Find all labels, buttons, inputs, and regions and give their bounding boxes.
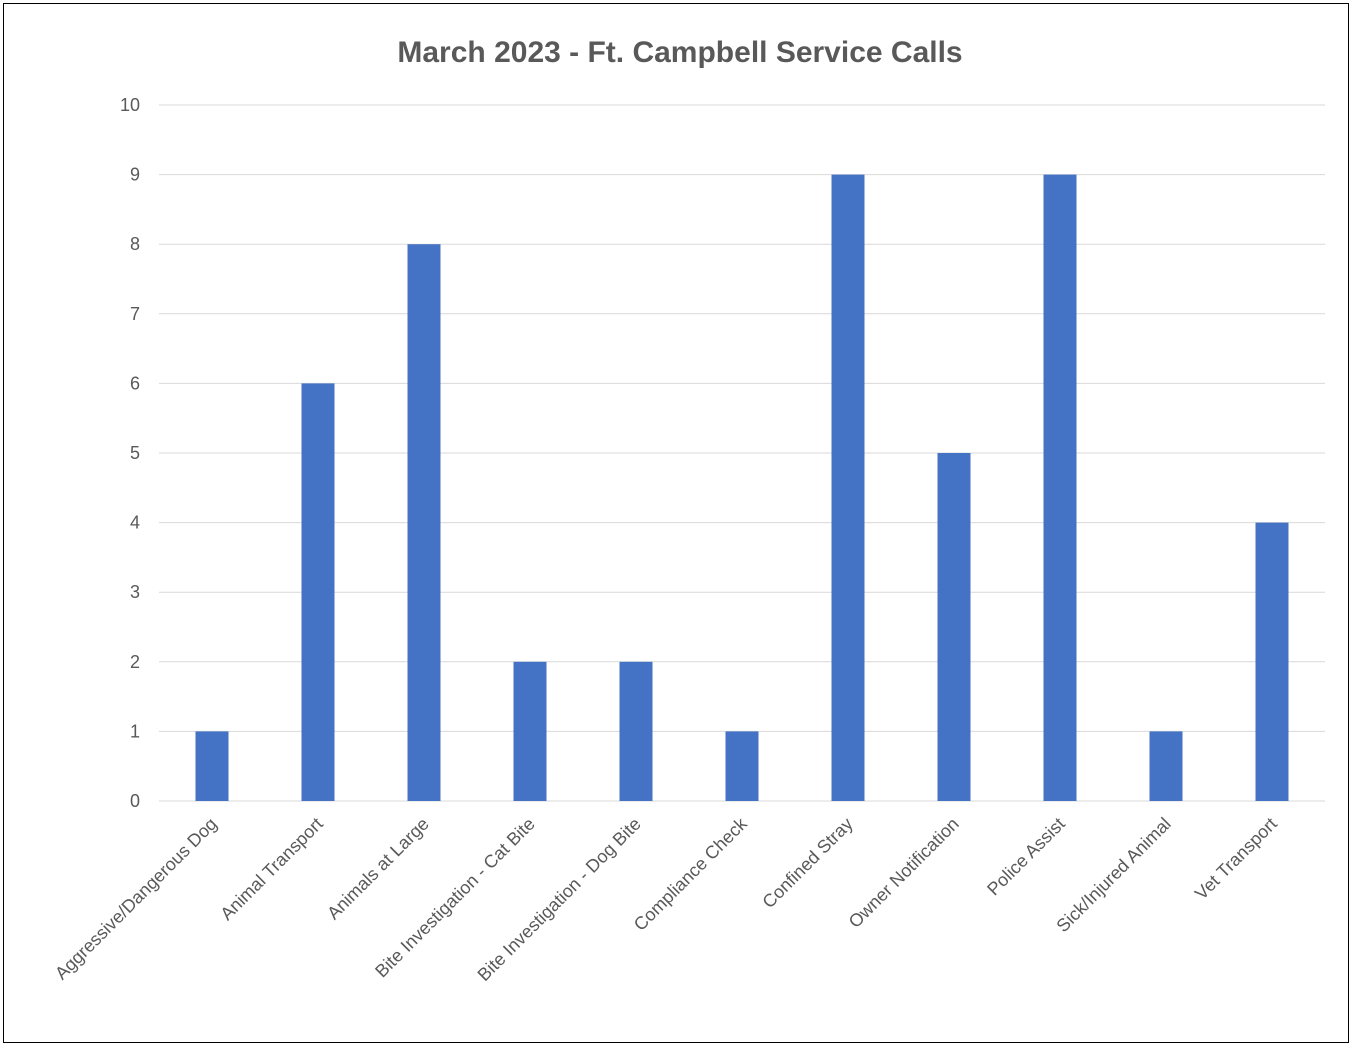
bar (1149, 731, 1183, 801)
x-category-label: Compliance Check (630, 813, 752, 935)
bar-chart: March 2023 - Ft. Campbell Service Calls … (51, 36, 1325, 985)
bar (1255, 522, 1289, 801)
bars (195, 174, 1289, 802)
y-tick-label: 0 (130, 791, 140, 811)
y-tick-label: 4 (130, 513, 140, 533)
bar (301, 383, 335, 801)
bar (195, 731, 229, 801)
y-tick-label: 8 (130, 234, 140, 254)
x-category-label: Sick/Injured Animal (1052, 814, 1174, 936)
bar (407, 244, 441, 801)
x-category-label: Owner Notification (845, 814, 963, 932)
y-tick-label: 9 (130, 165, 140, 185)
bar (831, 174, 865, 802)
bar (513, 661, 547, 801)
x-category-label: Animal Transport (216, 814, 326, 924)
y-tick-label: 3 (130, 582, 140, 602)
x-category-label: Vet Transport (1191, 814, 1281, 904)
bar (725, 731, 759, 801)
y-tick-label: 5 (130, 443, 140, 463)
y-tick-label: 6 (130, 373, 140, 393)
gridlines (159, 104, 1325, 802)
x-category-label: Police Assist (983, 814, 1069, 900)
bar (937, 453, 971, 801)
y-tick-label: 2 (130, 652, 140, 672)
y-tick-label: 1 (130, 721, 140, 741)
y-tick-label: 7 (130, 304, 140, 324)
chart-title: March 2023 - Ft. Campbell Service Calls (397, 36, 962, 69)
x-category-label: Animals at Large (323, 814, 433, 924)
chart-frame: March 2023 - Ft. Campbell Service Calls … (3, 3, 1349, 1043)
bar (619, 661, 653, 801)
x-category-label: Aggressive/Dangerous Dog (51, 814, 221, 984)
y-tick-label: 10 (120, 95, 140, 115)
bar (1043, 174, 1077, 802)
y-axis-tick-labels: 0 1 2 3 4 5 6 7 8 9 10 (120, 95, 140, 811)
x-category-label: Confined Stray (758, 814, 856, 912)
